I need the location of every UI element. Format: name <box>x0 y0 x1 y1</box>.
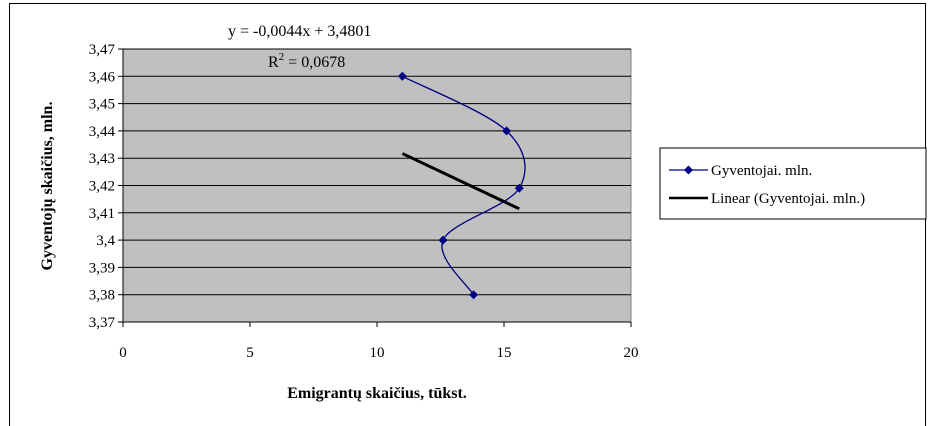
y-axis: 3,37 3,38 3,39 3,4 3,41 3,42 3,43 3,44 3,45 3,46 3… <box>89 42 124 331</box>
y-tick-label: 3,4 <box>96 233 115 249</box>
y-tick-label: 3,46 <box>89 69 116 85</box>
y-tick-label: 3,38 <box>89 288 115 304</box>
gridlines <box>123 48 631 296</box>
trendline-equation: y = -0,0044x + 3,4801 <box>228 23 371 40</box>
data-point <box>438 235 448 245</box>
r-squared-label: R2 = 0,0678 <box>268 51 345 71</box>
y-tick-label: 3,45 <box>89 97 115 113</box>
x-tick-label: 0 <box>119 345 127 361</box>
x-axis-title: Emigrantų skaičius, tūkst. <box>287 385 467 402</box>
legend-trendline-label: Linear (Gyventojai. mln.) <box>711 191 865 207</box>
data-point <box>469 290 479 300</box>
series-group <box>397 71 526 300</box>
y-tick-label: 3,39 <box>89 260 115 276</box>
y-axis-title: Gyventojų skaičius, mln. <box>39 102 56 271</box>
y-tick-label: 3,42 <box>89 179 115 195</box>
x-tick-label: 5 <box>246 345 254 361</box>
y-tick-label: 3,44 <box>89 124 116 140</box>
data-point <box>397 71 407 81</box>
data-point <box>514 183 524 193</box>
y-tick-label: 3,47 <box>89 42 116 58</box>
y-tick-label: 3,41 <box>89 206 115 222</box>
y-tick-label: 3,43 <box>89 151 115 167</box>
legend: Gyventojai. mln. Linear (Gyventojai. mln… <box>659 147 927 220</box>
data-point <box>502 126 512 136</box>
x-tick-label: 20 <box>624 345 639 361</box>
legend-series-marker <box>684 165 693 175</box>
x-axis: 0 5 10 15 20 <box>119 321 639 361</box>
r2-value: = 0,0678 <box>284 54 345 71</box>
legend-box <box>659 147 927 220</box>
legend-series-label: Gyventojai. mln. <box>711 163 812 179</box>
r2-exponent: 2 <box>279 51 285 63</box>
r2-prefix: R <box>268 54 279 71</box>
x-tick-label: 15 <box>497 345 512 361</box>
x-tick-label: 10 <box>370 345 385 361</box>
trendline <box>401 152 520 211</box>
y-tick-label: 3,37 <box>89 315 116 331</box>
